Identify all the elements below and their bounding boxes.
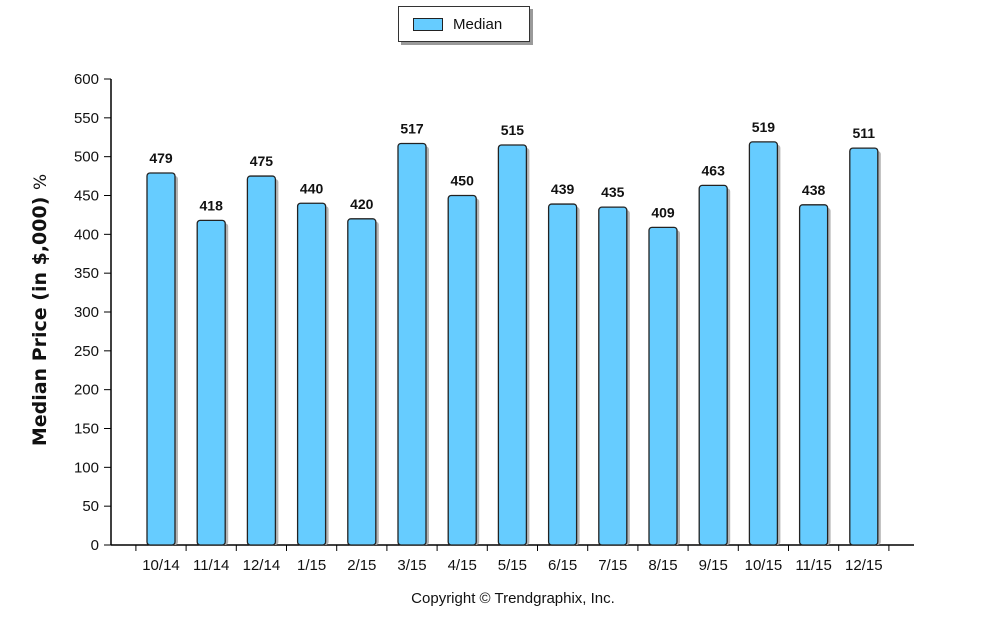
bar xyxy=(698,184,728,546)
data-label: 439 xyxy=(551,181,575,197)
bar xyxy=(196,219,226,546)
y-tick-label: 450 xyxy=(74,188,99,205)
y-tick-label: 250 xyxy=(74,343,99,360)
y-tick-label: 0 xyxy=(91,537,99,554)
x-tick-label: 7/15 xyxy=(598,557,627,574)
legend-label: Median xyxy=(453,16,503,33)
copyright-text: Copyright © Trendgraphix, Inc. xyxy=(411,590,615,607)
data-label: 440 xyxy=(300,180,324,196)
data-label: 475 xyxy=(250,153,274,169)
data-label: 450 xyxy=(451,173,475,189)
x-tick-label: 12/14 xyxy=(243,557,281,574)
bar xyxy=(146,172,176,546)
x-tick-label: 10/15 xyxy=(745,557,783,574)
y-tick-label: 50 xyxy=(82,498,99,515)
bar xyxy=(447,194,477,546)
y-tick-label: 600 xyxy=(74,71,99,88)
data-label: 420 xyxy=(350,196,374,212)
x-tick-label: 4/15 xyxy=(448,557,477,574)
y-tick-label: 300 xyxy=(74,304,99,321)
data-label: 463 xyxy=(702,162,726,178)
bar xyxy=(397,142,427,546)
bar xyxy=(296,202,327,546)
data-label: 418 xyxy=(200,197,224,213)
data-label: 517 xyxy=(400,120,424,136)
data-label: 519 xyxy=(752,119,776,135)
y-tick-label: 400 xyxy=(74,226,99,243)
legend-swatch xyxy=(413,18,443,31)
bar xyxy=(598,206,628,546)
x-tick-label: 11/14 xyxy=(193,557,229,574)
x-tick-label: 1/15 xyxy=(297,557,326,574)
bar xyxy=(547,203,578,546)
x-tick-label: 6/15 xyxy=(548,557,577,574)
data-label: 479 xyxy=(149,150,173,166)
x-tick-label: 10/14 xyxy=(142,557,180,574)
bar xyxy=(347,218,377,546)
bar xyxy=(748,141,779,546)
y-tick-label: 550 xyxy=(74,110,99,127)
bar xyxy=(246,175,277,546)
y-tick-label: 500 xyxy=(74,149,99,166)
y-tick-label: 150 xyxy=(74,421,99,438)
data-label: 438 xyxy=(802,182,826,198)
bar xyxy=(798,204,829,546)
legend: Median xyxy=(398,6,530,42)
x-tick-label: 2/15 xyxy=(347,557,376,574)
y-tick-label: 350 xyxy=(74,265,99,282)
data-label: 435 xyxy=(601,184,625,200)
y-tick-label: 100 xyxy=(74,459,99,476)
bar xyxy=(497,144,528,546)
bar xyxy=(648,226,678,546)
x-tick-label: 12/15 xyxy=(845,557,883,574)
data-label: 511 xyxy=(853,125,876,141)
x-tick-label: 11/15 xyxy=(795,557,831,574)
x-tick-label: 9/15 xyxy=(699,557,728,574)
data-label: 515 xyxy=(501,122,525,138)
data-label: 409 xyxy=(651,204,675,220)
x-tick-label: 8/15 xyxy=(648,557,677,574)
x-tick-label: 5/15 xyxy=(498,557,527,574)
y-tick-label: 200 xyxy=(74,382,99,399)
x-tick-label: 3/15 xyxy=(397,557,426,574)
bar xyxy=(849,147,879,546)
